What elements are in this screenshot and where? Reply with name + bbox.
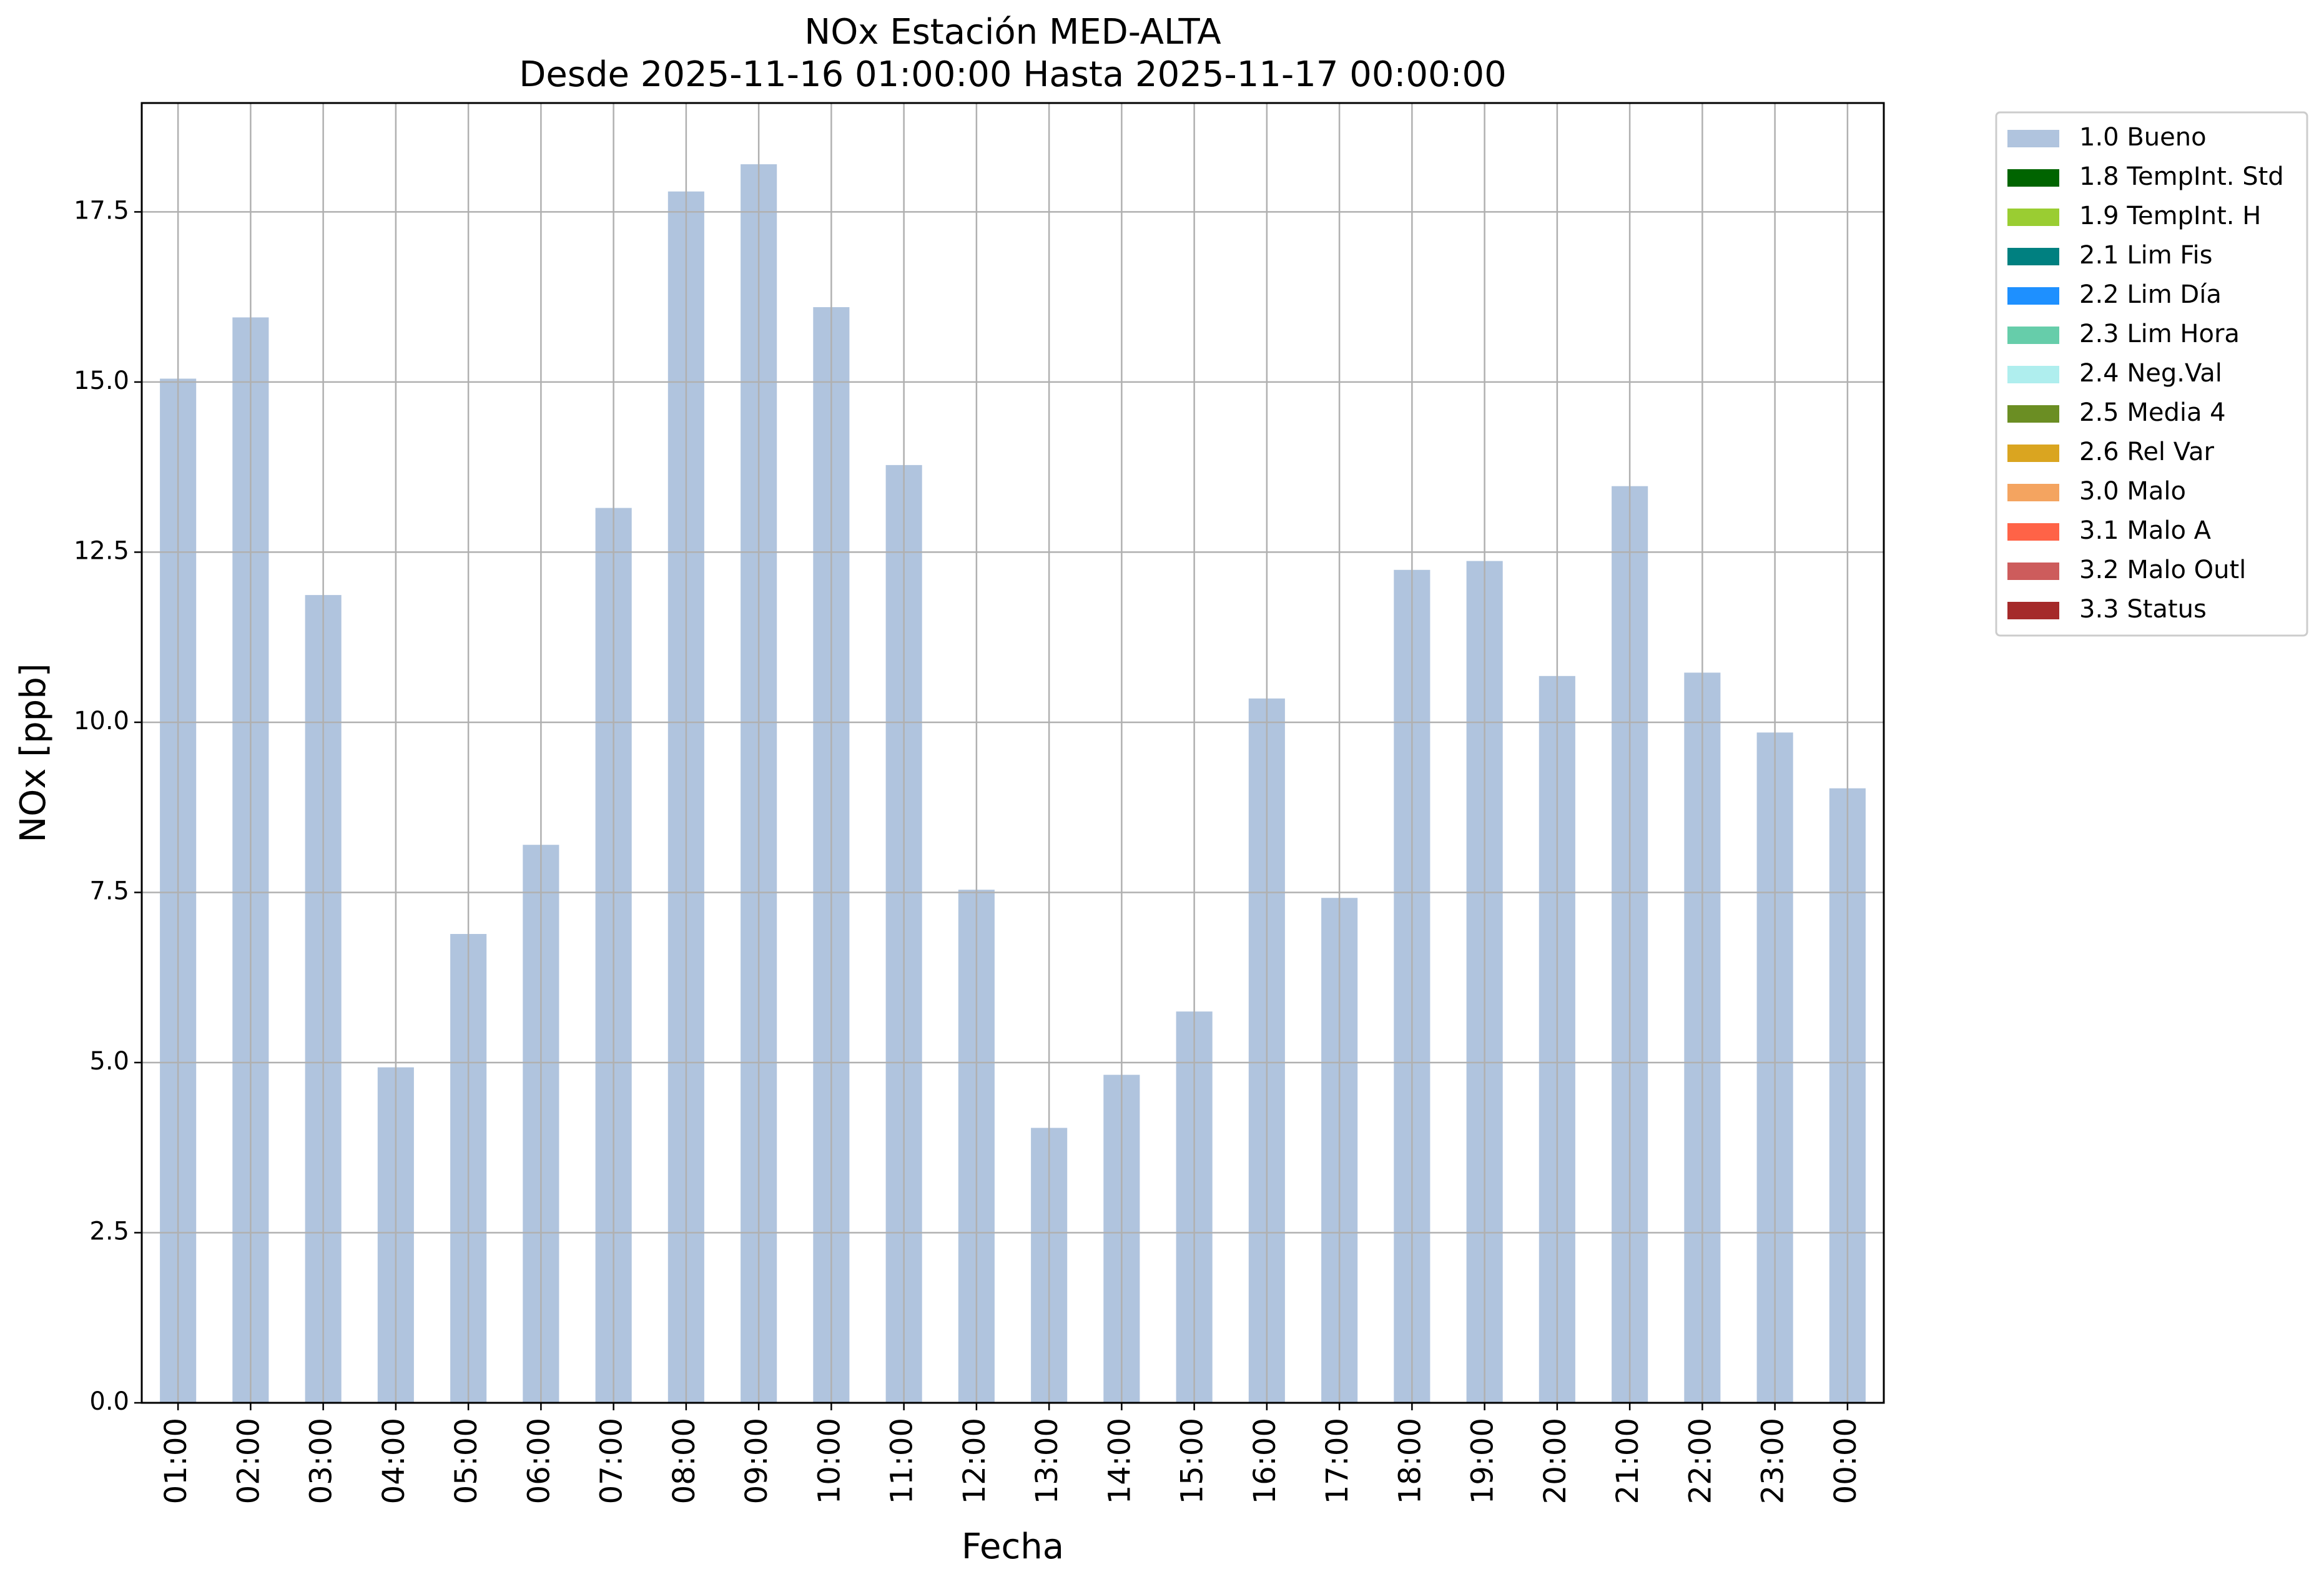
legend-label: 2.1 Lim Fis xyxy=(2079,241,2212,270)
legend-swatch xyxy=(2007,209,2059,226)
x-axis-label: Fecha xyxy=(962,1526,1064,1567)
x-tick-label: 09:00 xyxy=(739,1418,774,1504)
y-tick-label: 17.5 xyxy=(74,196,129,225)
x-tick-label: 18:00 xyxy=(1392,1418,1427,1504)
legend-swatch xyxy=(2007,169,2059,187)
x-tick-label: 20:00 xyxy=(1538,1418,1573,1504)
x-tick-label: 15:00 xyxy=(1175,1418,1210,1504)
legend-label: 1.0 Bueno xyxy=(2079,123,2207,152)
x-tick-label: 01:00 xyxy=(159,1418,194,1504)
x-tick-label: 08:00 xyxy=(667,1418,702,1504)
legend-swatch xyxy=(2007,130,2059,147)
x-tick-label: 03:00 xyxy=(304,1418,339,1504)
legend-swatch xyxy=(2007,523,2059,541)
y-axis-ticks: 0.0 2.5 5.0 7.5 10.0 12.5 15.0 17.5 xyxy=(74,196,142,1416)
vertical-grid xyxy=(177,103,1849,1403)
x-tick-label: 00:00 xyxy=(1828,1418,1863,1504)
y-tick-label: 7.5 xyxy=(89,877,129,905)
legend-label: 2.5 Media 4 xyxy=(2079,398,2226,427)
y-axis-label: NOx [ppb] xyxy=(13,663,54,842)
x-tick-label: 02:00 xyxy=(231,1418,266,1504)
y-tick-label: 12.5 xyxy=(74,536,129,565)
legend-label: 2.3 Lim Hora xyxy=(2079,320,2240,348)
y-tick-label: 15.0 xyxy=(74,366,129,395)
y-tick-label: 10.0 xyxy=(74,707,129,735)
legend-swatch xyxy=(2007,484,2059,501)
x-tick-label: 05:00 xyxy=(449,1418,484,1504)
chart-title: NOx Estación MED-ALTA xyxy=(804,12,1221,52)
legend-swatch xyxy=(2007,405,2059,423)
x-tick-label: 23:00 xyxy=(1756,1418,1791,1504)
x-tick-label: 06:00 xyxy=(521,1418,556,1504)
legend-label: 2.2 Lim Día xyxy=(2079,280,2222,309)
legend-swatch xyxy=(2007,563,2059,580)
y-tick-label: 2.5 xyxy=(89,1217,129,1245)
axes-frame xyxy=(140,102,1885,1404)
legend-swatch xyxy=(2007,602,2059,619)
legend-label: 1.8 TempInt. Std xyxy=(2079,162,2284,191)
legend-swatch xyxy=(2007,445,2059,462)
chart-subtitle: Desde 2025-11-16 01:00:00 Hasta 2025-11-… xyxy=(519,54,1507,95)
legend-label: 3.1 Malo A xyxy=(2079,516,2212,545)
legend-items: 1.0 Bueno 1.8 TempInt. Std 1.9 TempInt. H 2… xyxy=(2007,123,2284,624)
legend-label: 2.6 Rel Var xyxy=(2079,438,2215,466)
x-tick-label: 16:00 xyxy=(1248,1418,1283,1504)
legend-label: 3.2 Malo Outl xyxy=(2079,556,2246,584)
y-tick-label: 0.0 xyxy=(89,1387,129,1416)
legend-swatch xyxy=(2007,248,2059,265)
x-tick-label: 14:00 xyxy=(1102,1418,1137,1504)
legend-swatch xyxy=(2007,287,2059,305)
plot-area xyxy=(140,102,1885,1404)
x-tick-label: 17:00 xyxy=(1320,1418,1355,1504)
x-tick-label: 04:00 xyxy=(377,1418,411,1504)
legend-frame xyxy=(1995,111,2308,637)
y-tick-label: 5.0 xyxy=(89,1047,129,1076)
legend: 1.0 Bueno 1.8 TempInt. Std 1.9 TempInt. H 2… xyxy=(1995,111,2308,637)
x-tick-label: 19:00 xyxy=(1465,1418,1500,1504)
legend-swatch xyxy=(2007,366,2059,383)
legend-swatch xyxy=(2007,327,2059,344)
legend-label: 2.4 Neg.Val xyxy=(2079,359,2222,388)
x-tick-label: 12:00 xyxy=(957,1418,992,1504)
x-tick-label: 13:00 xyxy=(1030,1418,1065,1504)
x-tick-label: 22:00 xyxy=(1683,1418,1718,1504)
x-axis-ticks: 01:00 02:00 03:00 04:00 05:00 06:00 07:00 08:00… xyxy=(159,1403,1863,1504)
legend-label: 1.9 TempInt. H xyxy=(2079,202,2261,230)
x-tick-label: 11:00 xyxy=(885,1418,920,1504)
legend-label: 3.3 Status xyxy=(2079,595,2207,624)
x-tick-label: 07:00 xyxy=(594,1418,629,1504)
legend-label: 3.0 Malo xyxy=(2079,477,2186,506)
x-tick-label: 10:00 xyxy=(812,1418,847,1504)
x-tick-label: 21:00 xyxy=(1610,1418,1645,1504)
